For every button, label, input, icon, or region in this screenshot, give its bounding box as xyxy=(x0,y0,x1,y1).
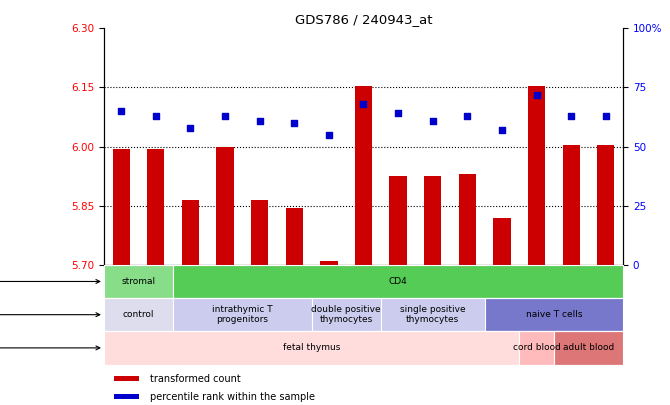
Text: development stage: development stage xyxy=(0,310,100,320)
Point xyxy=(427,117,438,124)
Bar xyxy=(114,394,139,399)
Text: stromal: stromal xyxy=(121,277,155,286)
Bar xyxy=(563,145,580,265)
Text: intrathymic T
progenitors: intrathymic T progenitors xyxy=(212,305,273,324)
Point xyxy=(185,124,196,131)
Bar xyxy=(113,149,130,265)
Text: naive T cells: naive T cells xyxy=(526,310,582,319)
Bar xyxy=(173,298,312,331)
Bar xyxy=(251,200,268,265)
Point xyxy=(600,113,611,119)
Point xyxy=(255,117,265,124)
Point xyxy=(358,101,369,107)
Bar xyxy=(104,265,173,298)
Bar xyxy=(389,176,407,265)
Bar xyxy=(104,298,173,331)
Bar xyxy=(484,298,623,331)
Text: cell type: cell type xyxy=(0,277,100,286)
Bar xyxy=(424,176,442,265)
Bar xyxy=(114,376,139,381)
Text: tissue: tissue xyxy=(0,343,100,353)
Point xyxy=(565,113,576,119)
Point xyxy=(116,108,127,114)
Bar xyxy=(528,85,545,265)
Bar xyxy=(147,149,164,265)
Text: percentile rank within the sample: percentile rank within the sample xyxy=(149,392,314,402)
Bar xyxy=(519,331,554,364)
Point xyxy=(150,113,161,119)
Bar xyxy=(320,261,338,265)
Text: fetal thymus: fetal thymus xyxy=(283,343,340,352)
Bar xyxy=(182,200,199,265)
Bar xyxy=(173,265,623,298)
Title: GDS786 / 240943_at: GDS786 / 240943_at xyxy=(295,13,432,26)
Text: adult blood: adult blood xyxy=(563,343,614,352)
Bar xyxy=(597,145,614,265)
Point xyxy=(531,92,542,98)
Text: CD4: CD4 xyxy=(389,277,407,286)
Point xyxy=(462,113,472,119)
Text: single positive
thymocytes: single positive thymocytes xyxy=(400,305,466,324)
Bar xyxy=(355,85,372,265)
Bar xyxy=(216,147,234,265)
Text: cord blood: cord blood xyxy=(513,343,561,352)
Text: double positive
thymocytes: double positive thymocytes xyxy=(312,305,381,324)
Bar xyxy=(312,298,381,331)
Bar xyxy=(554,331,623,364)
Text: transformed count: transformed count xyxy=(149,374,241,384)
Bar xyxy=(104,331,519,364)
Bar xyxy=(381,298,484,331)
Point xyxy=(324,132,334,138)
Text: control: control xyxy=(123,310,154,319)
Bar xyxy=(285,208,303,265)
Bar xyxy=(459,174,476,265)
Point xyxy=(289,120,299,126)
Point xyxy=(220,113,230,119)
Point xyxy=(496,127,507,133)
Bar xyxy=(493,217,511,265)
Point xyxy=(393,110,403,117)
